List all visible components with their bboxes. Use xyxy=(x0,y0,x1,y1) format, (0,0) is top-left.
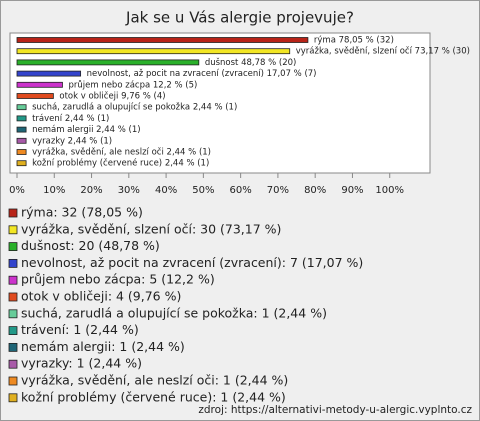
legend-label: nemám alergii: 1 (2,44 %) xyxy=(21,339,185,354)
legend-label: trávení: 1 (2,44 %) xyxy=(21,322,139,337)
bar xyxy=(16,93,54,99)
legend-swatch xyxy=(8,225,18,235)
data-label: rýma 78,05 % (32) xyxy=(314,36,394,46)
legend-swatch xyxy=(8,376,18,386)
legend-label: vyrážka, svědění, slzení očí: 30 (73,17 … xyxy=(21,221,281,236)
data-label: průjem nebo zácpa 12,2 % (5) xyxy=(68,79,197,90)
x-tick-label: 70% xyxy=(267,185,289,196)
legend-swatch xyxy=(8,309,18,319)
x-tick-label: 60% xyxy=(230,185,252,196)
source: zdroj: https://alternativi-metody-u-aler… xyxy=(198,404,472,416)
bar xyxy=(16,37,309,43)
legend-swatch xyxy=(8,359,18,369)
legend-label: průjem nebo zácpa: 5 (12,2 %) xyxy=(21,272,215,287)
legend-swatch xyxy=(8,342,18,352)
bar xyxy=(16,149,27,155)
data-label: suchá, zarudlá a olupující se pokožka 2,… xyxy=(32,103,237,113)
x-tick-label: 80% xyxy=(304,185,326,196)
data-label: vyrážka, svědění, slzení očí 73,17 % (30… xyxy=(296,46,470,57)
data-label: dušnost 48,78 % (20) xyxy=(205,57,297,68)
legend-swatch xyxy=(8,292,18,302)
legend-label: suchá, zarudlá a olupující se pokožka: 1… xyxy=(21,305,327,320)
x-tick-label: 10% xyxy=(43,185,65,196)
legend-swatch xyxy=(8,208,18,218)
bar xyxy=(16,160,27,167)
x-tick-label: 90% xyxy=(341,185,363,196)
x-tick-label: 100% xyxy=(375,185,404,196)
data-label: nevolnost, až pocit na zvracení (zvracen… xyxy=(87,69,317,79)
x-tick-label: 0% xyxy=(9,185,25,196)
data-label: trávení 2,44 % (1) xyxy=(32,114,109,124)
data-label: otok v obličeji 9,76 % (4) xyxy=(59,91,165,102)
bar xyxy=(16,137,27,144)
x-tick-label: 40% xyxy=(155,185,177,196)
legend-label: rýma: 32 (78,05 %) xyxy=(21,205,143,220)
bar xyxy=(16,48,291,55)
legend-label: vyrážka, svědění, ale neslzí oči: 1 (2,4… xyxy=(21,373,288,388)
bar xyxy=(16,126,27,133)
x-tick-label: 30% xyxy=(118,185,140,196)
x-tick-label: 50% xyxy=(192,185,214,196)
data-label: kožní problémy (červené ruce) 2,44 % (1) xyxy=(32,158,209,169)
x-tick-label: 20% xyxy=(80,185,102,196)
bar xyxy=(16,104,27,111)
bar xyxy=(16,115,27,122)
legend-swatch xyxy=(8,242,18,252)
bar xyxy=(16,81,63,88)
legend-swatch xyxy=(8,326,18,336)
legend-swatch xyxy=(8,275,18,285)
bar xyxy=(16,70,82,77)
legend-swatch xyxy=(8,258,18,268)
legend-label: vyrazky: 1 (2,44 %) xyxy=(21,356,142,371)
bar xyxy=(16,59,200,66)
data-label: vyrážka, svědění, ale neslzí oči 2,44 % … xyxy=(32,147,211,158)
legend-label: nevolnost, až pocit na zvracení (zvracen… xyxy=(21,255,363,270)
legend-label: dušnost: 20 (48,78 %) xyxy=(21,238,160,253)
chart-title: Jak se u Vás alergie projevuje? xyxy=(125,9,354,27)
legend-label: kožní problémy (červené ruce): 1 (2,44 %… xyxy=(21,389,286,404)
legend-swatch xyxy=(8,393,18,403)
plot-area xyxy=(9,32,431,174)
legend-label: otok v obličeji: 4 (9,76 %) xyxy=(21,289,181,304)
data-label: vyrazky 2,44 % (1) xyxy=(32,136,112,146)
data-label: nemám alergii 2,44 % (1) xyxy=(32,125,141,135)
